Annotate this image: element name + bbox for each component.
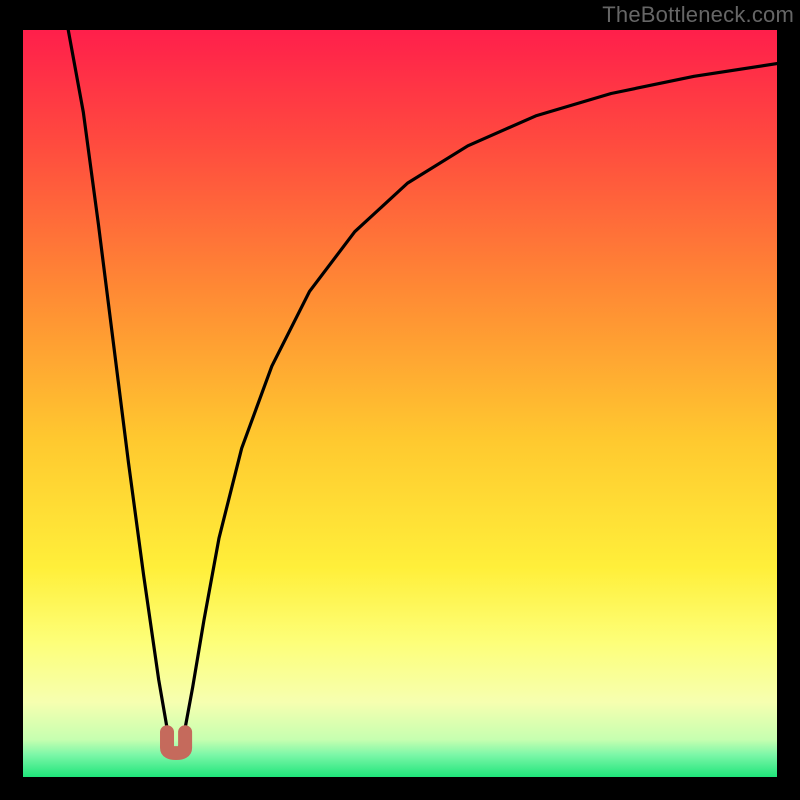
bottleneck-curve <box>68 30 777 751</box>
chart-frame: TheBottleneck.com <box>0 0 800 800</box>
curve-svg <box>23 30 777 777</box>
trough-marker <box>167 732 185 753</box>
plot-area <box>23 30 777 777</box>
watermark-text: TheBottleneck.com <box>602 2 794 28</box>
